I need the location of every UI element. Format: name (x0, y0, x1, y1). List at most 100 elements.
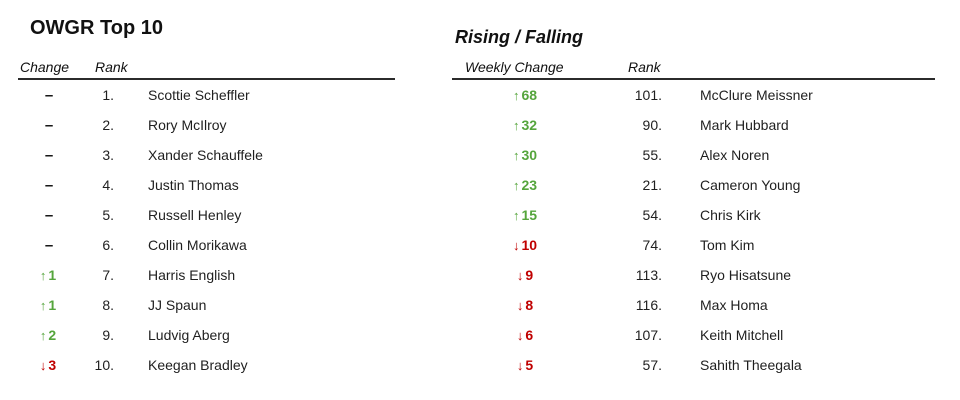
player-name: Xander Schauffele (148, 147, 263, 163)
rank-cell: 21. (642, 177, 662, 193)
rank-change-cell: – (44, 176, 54, 194)
rank-column-header: Rank (95, 59, 128, 75)
table-row: – 5. Russell Henley (18, 200, 395, 230)
rank-cell: 101. (634, 87, 662, 103)
rising-falling-title: Rising / Falling (455, 27, 584, 47)
rank-cell: 9. (102, 327, 114, 343)
player-name: Tom Kim (700, 237, 755, 253)
rank-change-cell: ↑ 1 (39, 267, 57, 283)
rising-falling-rows: ↑ 68 101. McClure Meissner ↑ 32 90. Mark H… (452, 80, 935, 380)
rank-change-cell: ↑ 32 (512, 117, 538, 133)
table-row: – 6. Collin Morikawa (18, 230, 395, 260)
up-arrow-icon: ↑ (39, 328, 47, 343)
up-arrow-icon: ↑ (512, 178, 520, 193)
rank-change-cell: ↓ 6 (516, 327, 534, 343)
rank-change-cell: ↓ 3 (39, 357, 57, 373)
player-name: Alex Noren (700, 147, 770, 163)
weekly-change-column-header: Weekly Change (465, 59, 564, 75)
rank-change-cell: ↓ 8 (516, 297, 534, 313)
player-name: Cameron Young (700, 177, 801, 193)
down-arrow-icon: ↓ (512, 238, 520, 253)
rank-cell: 54. (642, 207, 662, 223)
rank-cell: 8. (102, 297, 114, 313)
rank-change-cell: ↑ 68 (512, 87, 538, 103)
player-name: McClure Meissner (700, 87, 813, 103)
rank-change-cell: ↑ 2 (39, 327, 57, 343)
down-arrow-icon: ↓ (39, 358, 47, 373)
rank-change-cell: ↑ 23 (512, 177, 538, 193)
down-arrow-icon: ↓ (516, 298, 524, 313)
player-name: Mark Hubbard (700, 117, 789, 133)
rank-change-cell: ↑ 1 (39, 297, 57, 313)
rank-cell: 74. (642, 237, 662, 253)
table-row: – 4. Justin Thomas (18, 170, 395, 200)
player-name: Ryo Hisatsune (700, 267, 792, 283)
table-row: ↓ 6 107. Keith Mitchell (452, 320, 935, 350)
rank-change-cell: ↓ 10 (512, 237, 538, 253)
rank-change-cell: ↑ 30 (512, 147, 538, 163)
rank-cell: 1. (102, 87, 114, 103)
table-row: – 3. Xander Schauffele (18, 140, 395, 170)
rank-change-cell: – (44, 146, 54, 164)
table-row: ↑ 15 54. Chris Kirk (452, 200, 935, 230)
rank-cell: 55. (642, 147, 662, 163)
player-name: JJ Spaun (148, 297, 207, 313)
up-arrow-icon: ↑ (512, 118, 520, 133)
table-row: – 2. Rory McIlroy (18, 110, 395, 140)
player-name: Sahith Theegala (700, 357, 802, 373)
down-arrow-icon: ↓ (516, 268, 524, 283)
down-arrow-icon: ↓ (516, 358, 524, 373)
rank-column-header: Rank (628, 59, 661, 75)
player-name: Chris Kirk (700, 207, 761, 223)
rank-change-cell: – (44, 206, 54, 224)
change-column-header: Change (20, 59, 70, 75)
rank-change-cell: ↓ 5 (516, 357, 534, 373)
rank-cell: 6. (102, 237, 114, 253)
player-name: Rory McIlroy (148, 117, 227, 133)
up-arrow-icon: ↑ (39, 268, 47, 283)
owgr-header-row: Change Rank (18, 56, 395, 80)
rank-change-cell: ↓ 9 (516, 267, 534, 283)
down-arrow-icon: ↓ (516, 328, 524, 343)
table-row: ↑ 2 9. Ludvig Aberg (18, 320, 395, 350)
rank-cell: 57. (642, 357, 662, 373)
player-name: Collin Morikawa (148, 237, 247, 253)
rank-cell: 116. (635, 297, 662, 313)
rank-cell: 5. (102, 207, 114, 223)
rank-cell: 107. (634, 327, 662, 343)
table-row: ↑ 1 8. JJ Spaun (18, 290, 395, 320)
rank-cell: 90. (642, 117, 662, 133)
rank-cell: 113. (635, 267, 662, 283)
rank-change-cell: – (44, 236, 54, 254)
table-row: ↑ 23 21. Cameron Young (452, 170, 935, 200)
rank-cell: 2. (102, 117, 114, 133)
rank-change-cell: ↑ 15 (512, 207, 538, 223)
player-name: Russell Henley (148, 207, 242, 223)
table-row: ↑ 68 101. McClure Meissner (452, 80, 935, 110)
rank-change-cell: – (44, 116, 54, 134)
table-row: ↓ 5 57. Sahith Theegala (452, 350, 935, 380)
up-arrow-icon: ↑ (512, 208, 520, 223)
table-row: ↓ 10 74. Tom Kim (452, 230, 935, 260)
up-arrow-icon: ↑ (39, 298, 47, 313)
rank-cell: 3. (102, 147, 114, 163)
table-row: ↓ 9 113. Ryo Hisatsune (452, 260, 935, 290)
player-name: Scottie Scheffler (148, 87, 250, 103)
rank-change-cell: – (44, 86, 54, 104)
up-arrow-icon: ↑ (512, 88, 520, 103)
owgr-top10-title: OWGR Top 10 (30, 17, 163, 39)
player-name: Keith Mitchell (700, 327, 784, 343)
up-arrow-icon: ↑ (512, 148, 520, 163)
player-name: Harris English (148, 267, 236, 283)
table-row: ↓ 3 10. Keegan Bradley (18, 350, 395, 380)
table-row: – 1. Scottie Scheffler (18, 80, 395, 110)
table-row: ↑ 32 90. Mark Hubbard (452, 110, 935, 140)
table-row: ↑ 1 7. Harris English (18, 260, 395, 290)
rank-cell: 7. (102, 267, 114, 283)
table-row: ↓ 8 116. Max Homa (452, 290, 935, 320)
player-name: Ludvig Aberg (148, 327, 230, 343)
player-name: Keegan Bradley (148, 357, 248, 373)
table-row: ↑ 30 55. Alex Noren (452, 140, 935, 170)
rank-cell: 4. (102, 177, 114, 193)
